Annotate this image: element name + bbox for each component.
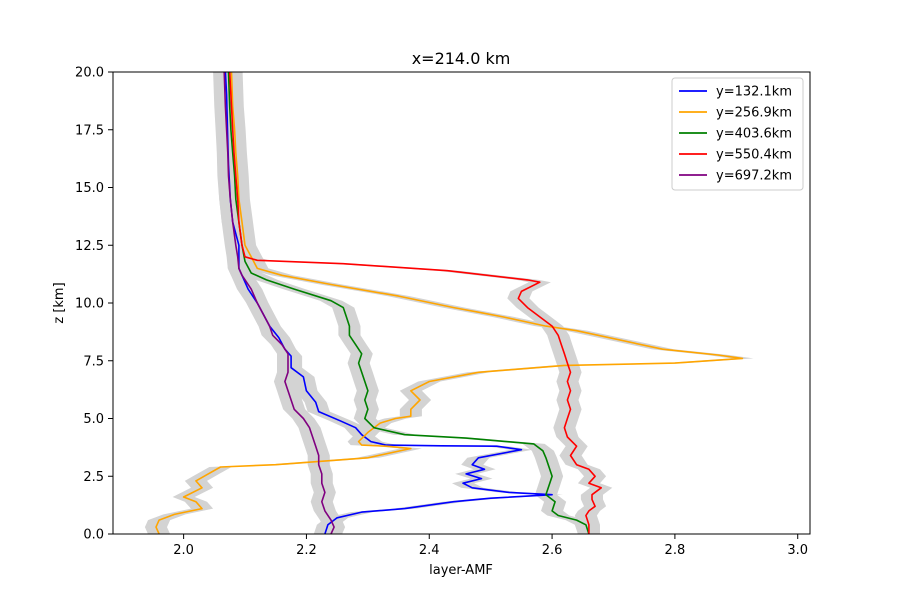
- legend-label: y=132.1km: [716, 85, 792, 100]
- uncertainty-band: [218, 72, 613, 534]
- legend-label: y=256.9km: [716, 106, 792, 121]
- y-axis-label: z [km]: [52, 282, 67, 323]
- y-tick-label: 5.0: [83, 412, 104, 427]
- uncertainty-bands: [144, 72, 754, 534]
- x-tick-label: 3.0: [787, 543, 808, 558]
- y-tick-label: 20.0: [75, 66, 104, 81]
- x-tick-label: 2.8: [665, 543, 686, 558]
- legend-label: y=403.6km: [716, 127, 792, 142]
- legend: y=132.1km y=256.9km y=403.6km y=550.4km y=69…: [671, 77, 804, 191]
- legend-label: y=697.2km: [716, 169, 792, 184]
- x-tick-label: 2.2: [296, 543, 317, 558]
- y-tick-label: 12.5: [75, 239, 104, 254]
- x-tick-label: 2.4: [419, 543, 440, 558]
- series-lines: [155, 72, 744, 534]
- chart-title: x=214.0 km: [412, 49, 511, 68]
- series-line: [223, 72, 335, 534]
- uncertainty-band: [213, 72, 346, 534]
- x-tick-label: 2.6: [542, 543, 563, 558]
- x-tick-label: 2.0: [173, 543, 194, 558]
- y-tick-label: 15.0: [75, 181, 104, 196]
- legend-label: y=550.4km: [716, 148, 792, 163]
- series-line: [228, 72, 602, 534]
- x-axis-ticks: 2.0 2.2 2.4 2.6 2.8 3.0: [173, 534, 808, 558]
- y-tick-label: 2.5: [83, 470, 104, 485]
- x-axis-label: layer-AMF: [429, 563, 493, 578]
- uncertainty-band: [144, 72, 754, 534]
- legend-box: [671, 77, 804, 191]
- y-tick-label: 0.0: [83, 528, 104, 543]
- series-line: [155, 72, 744, 534]
- y-axis-ticks: 0.0 2.5 5.0 7.5 10.0 12.5 15.0 17.5 20.0: [75, 66, 113, 543]
- y-tick-label: 10.0: [75, 297, 104, 312]
- y-tick-label: 17.5: [75, 123, 104, 138]
- y-tick-label: 7.5: [83, 354, 104, 369]
